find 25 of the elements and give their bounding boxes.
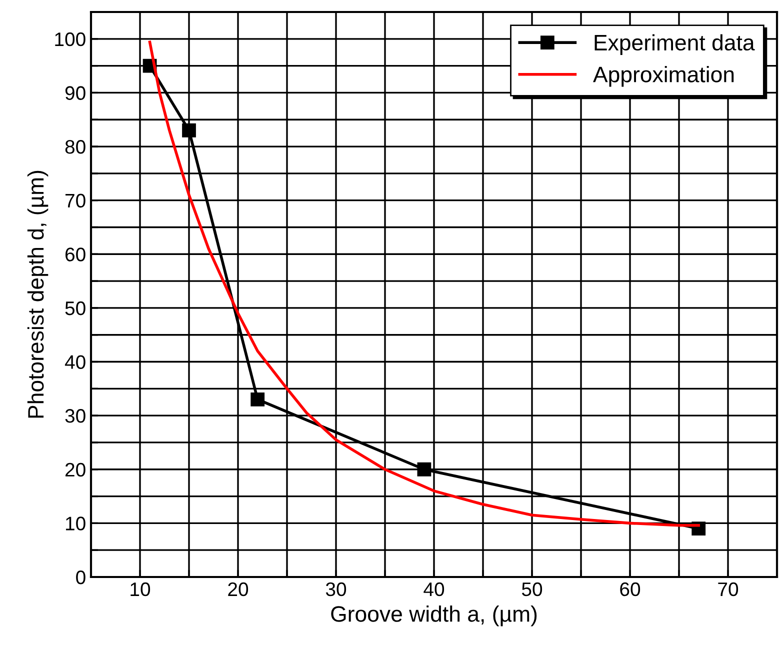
x-tick-label: 50 — [522, 582, 542, 596]
point — [417, 462, 432, 476]
y-tick-label: 80 — [65, 140, 86, 154]
y-tick-label: 90 — [65, 86, 86, 100]
x-tick-label: 40 — [424, 582, 444, 596]
x-tick-label: 20 — [228, 582, 248, 596]
y-tick-label: 30 — [65, 409, 86, 423]
x-tick-label: 70 — [718, 582, 738, 596]
legend-label: Experiment data — [594, 34, 755, 55]
x-tick-label: 30 — [326, 582, 346, 596]
y-tick-label: 70 — [66, 194, 86, 208]
x-tick-label: 10 — [130, 582, 150, 596]
point — [182, 123, 196, 138]
legend-label: Approximation — [593, 66, 734, 87]
y-tick-label: 60 — [66, 248, 86, 262]
x-axis-title: Groove width a, (µm) — [331, 606, 537, 626]
y-tick-label: 20 — [65, 462, 86, 477]
y-tick-label: 40 — [64, 355, 86, 369]
y-axis-title: Photoresist depth d, (µm) — [27, 170, 48, 418]
y-tick-label: 50 — [65, 301, 86, 316]
y-tick-label: 10 — [66, 516, 86, 530]
y-tick-label: 0 — [76, 570, 86, 584]
point — [250, 392, 265, 406]
x-tick-label: 60 — [620, 582, 640, 596]
y-tick-label: 100 — [55, 32, 86, 46]
